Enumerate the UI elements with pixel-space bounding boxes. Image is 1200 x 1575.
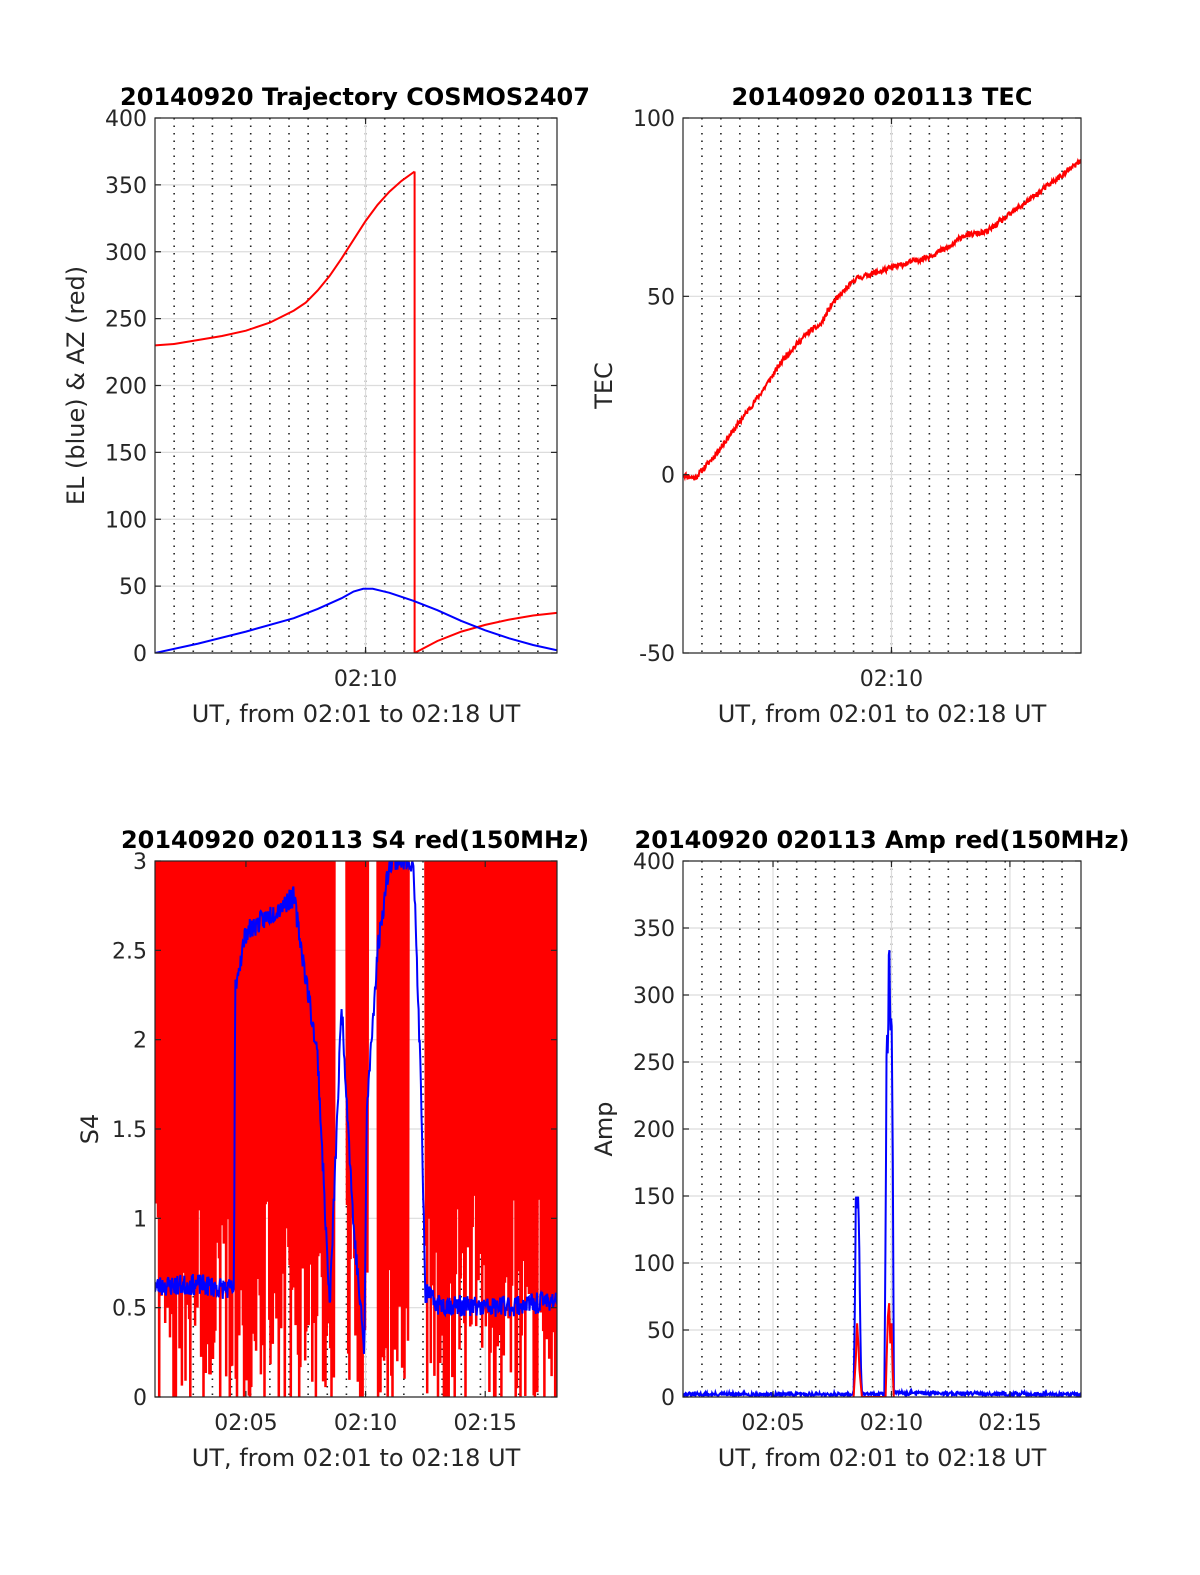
y-tick-label: -50 <box>639 642 675 667</box>
y-axis-label: TEC <box>590 362 618 410</box>
series-segment-0-2 <box>376 861 410 1397</box>
y-tick-label: 0 <box>133 1386 147 1411</box>
x-tick-label: 02:05 <box>214 1411 277 1436</box>
y-axis-label: EL (blue) & AZ (red) <box>62 266 90 505</box>
y-tick-label: 300 <box>105 241 147 266</box>
y-tick-label: 50 <box>647 285 675 310</box>
x-axis-label: UT, from 02:01 to 02:18 UT <box>192 700 521 728</box>
plot-area <box>683 949 1081 1397</box>
y-tick-label: 50 <box>647 1319 675 1344</box>
x-tick-label: 02:10 <box>334 1411 397 1436</box>
y-tick-label: 0.5 <box>112 1297 147 1322</box>
series-line-2 <box>155 587 557 653</box>
y-tick-label: 0 <box>661 1386 675 1411</box>
series-line-1 <box>155 861 557 1354</box>
y-tick-label: 350 <box>633 917 675 942</box>
series-line-0 <box>683 949 1081 1397</box>
series-line-1 <box>413 171 557 653</box>
series-line-0 <box>683 157 1081 482</box>
y-tick-label: 1.5 <box>112 1118 147 1143</box>
chart-traj: 0 50 100 150 200 250 300 350 400 02:10 20140920 Tr… <box>62 83 590 728</box>
series-segment-0-3 <box>424 861 557 1397</box>
y-axis-label: S4 <box>76 1114 104 1145</box>
x-tick-label: 02:10 <box>334 667 397 692</box>
plot-area <box>683 157 1081 482</box>
y-tick-label: 400 <box>633 850 675 875</box>
axes-box <box>682 117 1082 654</box>
chart-s4: 0 0.5 1 1.5 2 2.5 3 02:05 02:10 02:15 20140920 020… <box>76 826 589 1472</box>
y-tick-label: 0 <box>133 642 147 667</box>
chart-title: 20140920 020113 TEC <box>732 83 1033 111</box>
x-tick-label: 02:10 <box>860 1411 923 1436</box>
plot-area <box>155 861 557 1397</box>
series-line-1 <box>852 1303 895 1397</box>
y-tick-label: 100 <box>633 107 675 132</box>
x-axis-label: UT, from 02:01 to 02:18 UT <box>192 1444 521 1472</box>
y-tick-label: 150 <box>633 1185 675 1210</box>
chart-title: 20140920 Trajectory COSMOS2407 <box>120 83 590 111</box>
x-axis-label: UT, from 02:01 to 02:18 UT <box>718 700 1047 728</box>
y-tick-label: 200 <box>633 1118 675 1143</box>
y-tick-label: 100 <box>105 508 147 533</box>
x-tick-label: 02:05 <box>741 1411 804 1436</box>
y-tick-label: 350 <box>105 174 147 199</box>
x-axis-label: UT, from 02:01 to 02:18 UT <box>718 1444 1047 1472</box>
plot-area <box>155 170 557 653</box>
y-tick-label: 2 <box>133 1029 147 1054</box>
series-line-0 <box>155 170 416 347</box>
y-tick-label: 400 <box>105 107 147 132</box>
chart-amp: 0 50 100 150 200 250 300 350 400 02:05 02:10 02:15 2… <box>590 826 1129 1472</box>
y-tick-label: 2.5 <box>112 939 147 964</box>
y-tick-label: 0 <box>661 464 675 489</box>
y-tick-label: 150 <box>105 441 147 466</box>
y-tick-label: 250 <box>633 1051 675 1076</box>
y-tick-label: 200 <box>105 375 147 400</box>
y-tick-label: 3 <box>133 850 147 875</box>
y-tick-label: 250 <box>105 308 147 333</box>
chart-title: 20140920 020113 S4 red(150MHz) <box>121 826 589 854</box>
y-tick-label: 300 <box>633 984 675 1009</box>
chart-tec: -50 0 50 100 02:10 20140920 020113 TEC UT, fro… <box>590 83 1082 728</box>
x-tick-label: 02:10 <box>860 667 923 692</box>
x-tick-label: 02:15 <box>978 1411 1041 1436</box>
y-tick-label: 1 <box>133 1207 147 1232</box>
y-tick-label: 100 <box>633 1252 675 1277</box>
y-tick-label: 50 <box>119 575 147 600</box>
chart-title: 20140920 020113 Amp red(150MHz) <box>635 826 1130 854</box>
x-tick-label: 02:15 <box>454 1411 517 1436</box>
y-axis-label: Amp <box>590 1101 618 1156</box>
